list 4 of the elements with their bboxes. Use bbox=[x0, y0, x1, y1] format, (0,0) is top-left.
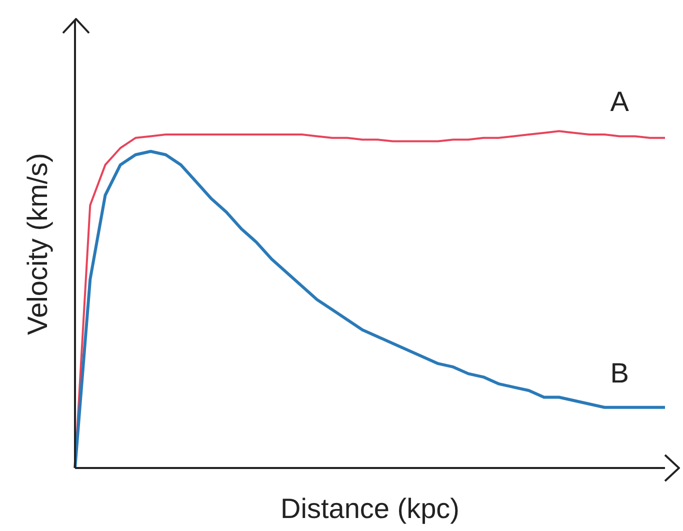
x-axis-title: Distance (kpc) bbox=[280, 493, 460, 524]
y-axis-title: Velocity (km/s) bbox=[22, 152, 53, 336]
series-label: B bbox=[610, 357, 629, 388]
series-label: A bbox=[610, 86, 630, 118]
